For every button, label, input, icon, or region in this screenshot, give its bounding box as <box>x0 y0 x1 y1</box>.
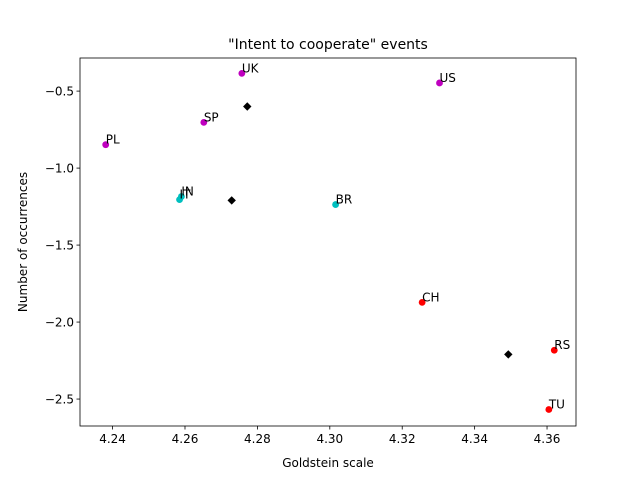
point-label-tu: TU <box>548 398 565 412</box>
point-label-pl: PL <box>106 133 120 147</box>
data-point-ch <box>418 298 426 306</box>
data-point-us <box>436 79 443 87</box>
point-label-it: IT <box>180 188 192 202</box>
data-point-rs <box>550 346 558 354</box>
chart-title: "Intent to cooperate" events <box>228 37 428 53</box>
x-tick-label: 4.24 <box>99 432 126 446</box>
x-tick-label: 4.28 <box>244 432 271 446</box>
axes-layer: 4.24 4.26 4.28 4.30 4.32 4.34 4.36 −2.5 −2.0 −1.5… <box>45 85 561 446</box>
data-point-br <box>332 201 340 208</box>
point-label-us: US <box>440 71 456 85</box>
plot-area <box>80 58 576 426</box>
centroid-marker-2 <box>227 196 236 205</box>
data-point-tu <box>545 406 553 413</box>
point-label-br: BR <box>336 193 353 207</box>
x-tick-label: 4.32 <box>389 432 416 446</box>
x-tick-label: 4.26 <box>172 432 199 446</box>
centroid-marker-3 <box>504 350 513 359</box>
point-label-in: IN <box>181 185 194 199</box>
data-point-it <box>176 196 183 204</box>
y-tick-label: −1.5 <box>45 239 74 253</box>
y-tick-label: −1.0 <box>45 162 74 176</box>
data-point-sp <box>200 118 208 126</box>
point-label-rs: RS <box>554 338 570 352</box>
x-tick-label: 4.34 <box>461 432 488 446</box>
point-label-uk: UK <box>242 61 260 75</box>
y-axis-label: Number of occurrences <box>16 172 30 312</box>
data-point-uk <box>238 69 246 77</box>
plot-frame <box>79 57 577 427</box>
x-axis-label: Goldstein scale <box>282 456 374 470</box>
x-tick-label: 4.36 <box>534 432 561 446</box>
x-tick-label: 4.30 <box>316 432 343 446</box>
data-point-pl <box>102 141 110 149</box>
y-tick-label: −0.5 <box>45 85 74 99</box>
centroid-marker-1 <box>243 102 252 111</box>
point-label-sp: SP <box>204 110 219 124</box>
y-tick-label: −2.0 <box>45 316 74 330</box>
y-tick-label: −2.5 <box>45 393 74 407</box>
point-label-ch: CH <box>422 290 439 304</box>
